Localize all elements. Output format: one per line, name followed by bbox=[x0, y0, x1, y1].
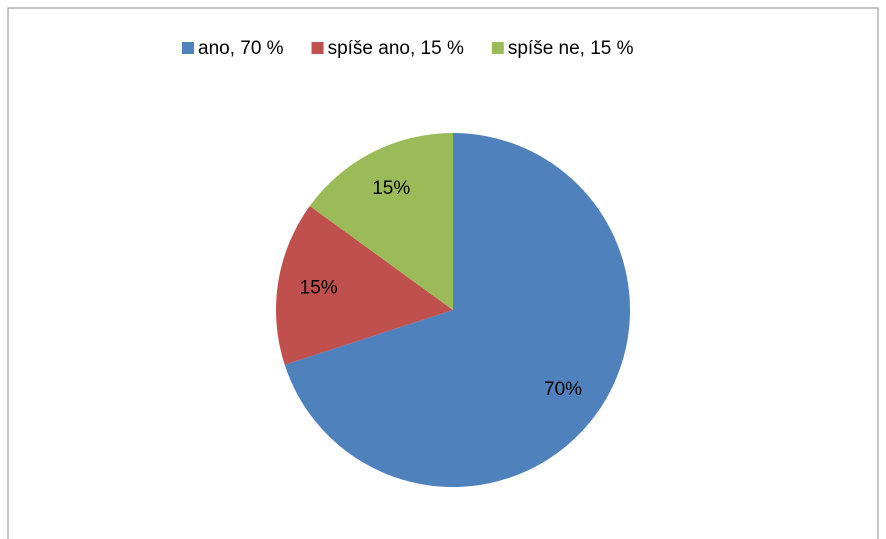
pie-slice bbox=[309, 133, 453, 310]
chart-frame bbox=[7, 7, 879, 539]
legend-label: spíše ne, 15 % bbox=[508, 38, 634, 59]
legend-swatch bbox=[182, 42, 194, 54]
pie-slice bbox=[284, 133, 630, 487]
pie-slice bbox=[276, 205, 453, 365]
data-label: 70% bbox=[544, 379, 582, 400]
data-label: 15% bbox=[372, 178, 410, 199]
legend-label: spíše ano, 15 % bbox=[328, 38, 464, 59]
legend-swatch bbox=[491, 42, 504, 54]
legend-swatch bbox=[311, 42, 324, 54]
legend-label: ano, 70 % bbox=[198, 38, 284, 59]
data-label: 15% bbox=[300, 278, 338, 299]
